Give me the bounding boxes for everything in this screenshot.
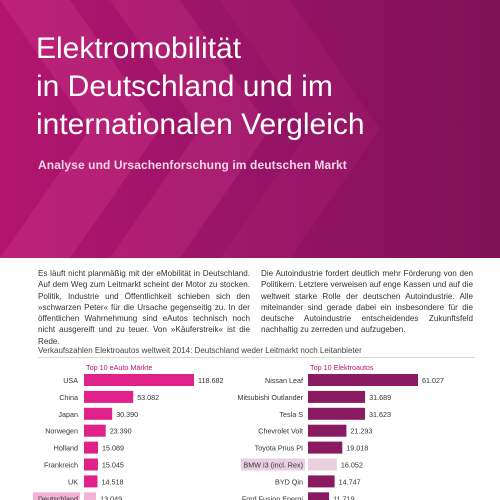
- category-label: Deutschland: [38, 494, 78, 500]
- value-label: 31.623: [369, 410, 391, 419]
- category-label: Ford Fusion Energi: [242, 494, 304, 500]
- intro-text: Es läuft nicht planmäßig mit der eMobili…: [38, 268, 473, 347]
- category-label: Chevrolet Volt: [258, 427, 303, 436]
- page-subtitle: Analyse und Ursachenforschung im deutsch…: [38, 158, 347, 172]
- value-label: 21.293: [350, 427, 372, 436]
- chevron-decoration: [0, 0, 380, 258]
- value-label: 30.390: [116, 410, 138, 419]
- value-label: 19.018: [346, 444, 368, 453]
- bar: [84, 390, 134, 403]
- bar: [84, 492, 97, 500]
- bar: [84, 374, 194, 386]
- bar: [308, 475, 335, 488]
- category-label: BMW i3 (incl. Rex): [243, 461, 303, 470]
- bar: [84, 475, 98, 488]
- bar: [84, 458, 98, 471]
- highlight-label-bg: [241, 458, 305, 471]
- value-label: 16.052: [341, 461, 363, 470]
- category-label: Norwegen: [45, 427, 78, 436]
- title-line: in Deutschland und im: [36, 70, 333, 103]
- value-label: 15.045: [102, 461, 124, 470]
- value-label: 31.689: [369, 393, 391, 402]
- value-label: 118.682: [198, 376, 223, 385]
- category-label: China: [59, 393, 78, 402]
- highlight-label-bg: [33, 492, 80, 500]
- title-line: internationalen Vergleich: [36, 108, 365, 141]
- category-label: Japan: [58, 410, 78, 419]
- bar: [308, 441, 343, 454]
- value-label: 15.089: [102, 444, 124, 453]
- intro-column-right: Die Autoindustrie fordert deutlich mehr …: [261, 269, 473, 335]
- bar: [308, 374, 418, 386]
- divider: [38, 357, 475, 358]
- bar: [308, 424, 347, 437]
- header-banner: Elektromobilität in Deutschland und im i…: [0, 0, 500, 258]
- category-label: USA: [63, 376, 78, 385]
- bar-charts: USA 118.682 China 53.082 Japan 30.390 Norwegen…: [33, 374, 444, 500]
- value-label: 13.049: [100, 494, 122, 500]
- bar: [308, 492, 330, 500]
- bar: [308, 458, 337, 471]
- category-label: Toyota Prius PI: [255, 444, 303, 453]
- value-label: 23.390: [110, 427, 132, 436]
- category-label: Nissan Leaf: [265, 376, 303, 385]
- bar: [308, 390, 366, 403]
- bar: [308, 407, 365, 420]
- bar: [84, 441, 98, 454]
- chart-subtitle-models: Top 10 Elektroautos: [310, 363, 374, 372]
- category-label: BYD Qin: [275, 477, 303, 486]
- value-label: 61.027: [422, 376, 444, 385]
- category-label: Tesla S: [279, 410, 303, 419]
- title-line: Elektromobilität: [36, 32, 242, 65]
- category-label: Holland: [54, 444, 78, 453]
- bar: [84, 424, 106, 437]
- category-label: Frankreich: [44, 461, 78, 470]
- bar: [84, 407, 113, 420]
- value-label: 14.518: [102, 477, 124, 486]
- category-label: UK: [68, 477, 78, 486]
- chart-subtitle-markets: Top 10 eAuto Märkte: [86, 363, 153, 372]
- value-label: 14.747: [339, 477, 361, 486]
- value-label: 11.719: [333, 494, 354, 500]
- category-label: Mitsubishi Outlander: [237, 393, 303, 402]
- intro-column-left: Es läuft nicht planmäßig mit der eMobili…: [38, 269, 250, 346]
- page-title: Elektromobilität in Deutschland und im i…: [36, 30, 486, 144]
- chart-title: Verkaufszahlen Elektroautos weltweit 201…: [38, 346, 362, 355]
- value-label: 53.082: [137, 393, 159, 402]
